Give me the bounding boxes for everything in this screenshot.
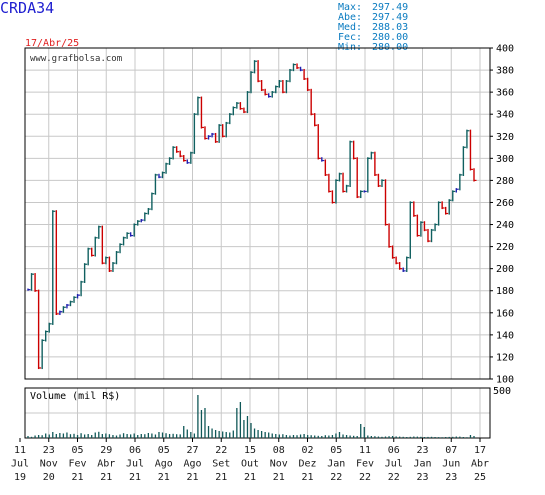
y-tick-label: 140 [496, 330, 514, 341]
x-tick-label: Ago [155, 459, 173, 470]
x-tick-label: 06 [388, 445, 400, 456]
stats-block: Max: 297.49 Abe: 297.49 Med: 288.03 Fec:… [338, 2, 408, 53]
stat-label-close: Fec: [338, 32, 362, 43]
x-axis-ticks: 11 Jul 19 23 Nov 20 05 Fev 21 29 Abr 21 06 Jul 21 05 Ago… [11, 438, 489, 483]
x-tick-label: 21 [129, 472, 141, 483]
volume-series [27, 395, 475, 438]
y-tick-label: 400 [496, 44, 514, 55]
stat-label-open: Abe: [338, 12, 362, 23]
x-tick-label: 29 [100, 445, 112, 456]
stat-label-max: Max: [338, 2, 362, 13]
stat-value-close: 280.00 [372, 32, 408, 43]
y-tick-label: 260 [496, 198, 514, 209]
x-tick-label: Abr [97, 459, 115, 470]
x-tick-label: 11 [14, 445, 26, 456]
x-tick-label: Abr [471, 459, 489, 470]
x-tick-label: 22 [215, 445, 227, 456]
x-tick-label: 22 [330, 472, 342, 483]
x-tick-label: Nov [270, 459, 288, 470]
x-tick-label: 21 [186, 472, 198, 483]
x-tick-label: 21 [215, 472, 227, 483]
x-tick-label: 02 [301, 445, 313, 456]
x-tick-label: 21 [158, 472, 170, 483]
y-tick-label: 180 [496, 286, 514, 297]
y-tick-label: 340 [496, 110, 514, 121]
y-tick-label: 300 [496, 154, 514, 165]
x-tick-label: 20 [43, 472, 55, 483]
y-tick-label: 380 [496, 66, 514, 77]
y-tick-label: 240 [496, 220, 514, 231]
x-tick-label: Fev [68, 459, 86, 470]
x-tick-label: 21 [100, 472, 112, 483]
x-tick-label: Jun [442, 459, 460, 470]
x-tick-label: Jul [385, 459, 403, 470]
stat-label-avg: Med: [338, 22, 362, 33]
x-tick-label: 11 [359, 445, 371, 456]
x-tick-label: Jan [413, 459, 431, 470]
price-series [27, 60, 477, 370]
x-tick-label: Jul [126, 459, 144, 470]
x-tick-label: 05 [71, 445, 83, 456]
volume-axis-label: Volume (mil R$) [30, 391, 120, 402]
x-tick-label: 21 [301, 472, 313, 483]
x-tick-label: 21 [273, 472, 285, 483]
x-tick-label: Ago [183, 459, 201, 470]
x-tick-label: Jul [11, 459, 29, 470]
x-tick-label: 07 [445, 445, 457, 456]
x-tick-label: Set [212, 459, 230, 470]
y-tick-label: 360 [496, 88, 514, 99]
y-tick-label: 120 [496, 352, 514, 363]
x-tick-label: 06 [129, 445, 141, 456]
stat-value-max: 297.49 [372, 2, 408, 13]
x-tick-label: Jan [327, 459, 345, 470]
x-tick-label: 23 [43, 445, 55, 456]
y-tick-label: 160 [496, 308, 514, 319]
y-tick-label: 100 [496, 375, 514, 386]
ticker-symbol: CRDA34 [0, 0, 54, 17]
x-tick-label: 25 [474, 472, 486, 483]
y-axis-ticks: 100 120 140 160 180 200 220 240 260 280 300 320 340 3… [490, 44, 514, 386]
stat-value-avg: 288.03 [372, 22, 408, 33]
volume-grid [25, 388, 490, 438]
x-tick-label: Nov [40, 459, 58, 470]
x-tick-label: 22 [388, 472, 400, 483]
y-tick-label: 320 [496, 132, 514, 143]
x-tick-label: 22 [359, 472, 371, 483]
x-tick-label: 19 [14, 472, 26, 483]
x-tick-label: 05 [158, 445, 170, 456]
x-tick-label: 23 [416, 445, 428, 456]
chart-date: 17/Abr/25 [25, 38, 79, 49]
x-tick-label: 05 [330, 445, 342, 456]
x-tick-label: Out [241, 459, 259, 470]
x-tick-label: 27 [186, 445, 198, 456]
price-panel-frame [24, 47, 491, 380]
x-tick-label: 23 [445, 472, 457, 483]
x-tick-label: Fev [356, 459, 374, 470]
x-tick-label: 17 [474, 445, 486, 456]
x-tick-label: 15 [244, 445, 256, 456]
x-tick-label: 08 [273, 445, 285, 456]
y-tick-label: 280 [496, 176, 514, 187]
x-tick-label: 21 [71, 472, 83, 483]
website-label: www.grafbolsa.com [30, 54, 122, 64]
x-tick-label: Dez [298, 459, 316, 470]
x-tick-label: 21 [244, 472, 256, 483]
y-tick-label: 200 [496, 264, 514, 275]
x-tick-label: 23 [416, 472, 428, 483]
volume-max-label: 500 [493, 386, 511, 397]
price-grid [25, 48, 490, 379]
y-tick-label: 220 [496, 242, 514, 253]
stat-value-open: 297.49 [372, 12, 408, 23]
